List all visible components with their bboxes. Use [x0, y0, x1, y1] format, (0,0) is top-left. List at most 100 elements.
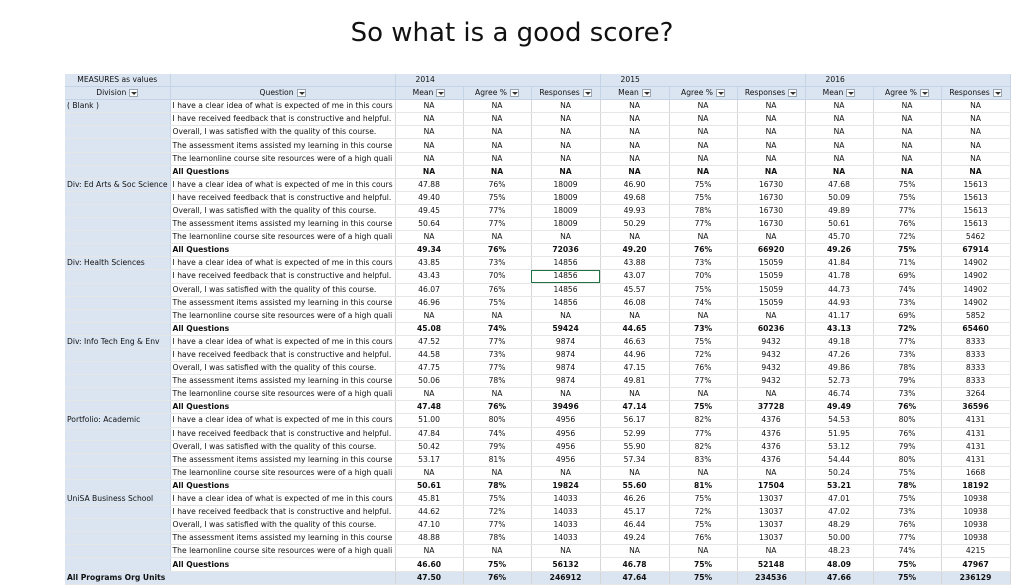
subtotal-cell[interactable]: 78%	[463, 479, 532, 494]
value-cell[interactable]: 53.12	[805, 440, 874, 454]
grand-total-cell[interactable]: 47.64	[600, 570, 670, 585]
value-cell[interactable]: NA	[737, 138, 806, 153]
division-cell[interactable]	[65, 165, 171, 179]
value-cell[interactable]: 48.88	[395, 531, 464, 546]
division-field-header[interactable]: Division	[65, 86, 171, 101]
value-cell[interactable]: NA	[737, 544, 806, 559]
question-filter-dropdown-icon[interactable]	[296, 89, 306, 98]
question-cell[interactable]: I have received feedback that is constru…	[170, 112, 396, 127]
value-cell[interactable]: NA	[463, 544, 532, 559]
value-cell[interactable]: NA	[600, 466, 670, 480]
value-cell[interactable]: 78%	[873, 361, 942, 376]
value-cell[interactable]: 14856	[531, 269, 601, 284]
subtotal-cell[interactable]: 56132	[531, 557, 601, 572]
subtotal-cell[interactable]: 49.26	[805, 243, 874, 258]
subtotal-cell[interactable]: NA	[669, 165, 738, 179]
value-cell[interactable]: 46.26	[600, 492, 670, 507]
question-cell[interactable]: The learnonline course site resources we…	[170, 309, 396, 323]
value-cell[interactable]: 4131	[941, 440, 1011, 454]
value-cell[interactable]: NA	[941, 138, 1011, 153]
value-cell[interactable]: NA	[531, 152, 601, 166]
question-cell[interactable]: The learnonline course site resources we…	[170, 387, 396, 402]
question-cell[interactable]: The assessment items assisted my learnin…	[170, 374, 396, 389]
question-cell[interactable]: The learnonline course site resources we…	[170, 230, 396, 245]
value-cell[interactable]: 16730	[737, 191, 806, 205]
measure-header-2016-1[interactable]: Agree %	[873, 86, 942, 101]
value-cell[interactable]: 44.58	[395, 348, 464, 363]
value-cell[interactable]: 72%	[873, 230, 942, 245]
grand-total-cell[interactable]: 75%	[669, 570, 738, 585]
division-cell[interactable]	[65, 361, 171, 376]
value-cell[interactable]: 14902	[941, 256, 1011, 271]
subtotal-cell[interactable]: 81%	[669, 479, 738, 494]
value-cell[interactable]: 75%	[463, 296, 532, 310]
question-cell[interactable]: I have received feedback that is constru…	[170, 348, 396, 363]
value-cell[interactable]: 76%	[463, 283, 532, 297]
subtotal-cell[interactable]: 49.34	[395, 243, 464, 258]
subtotal-cell[interactable]: 75%	[463, 557, 532, 572]
value-cell[interactable]: 50.09	[805, 191, 874, 205]
question-cell[interactable]: Overall, I was satisfied with the qualit…	[170, 361, 396, 376]
value-cell[interactable]: 47.02	[805, 505, 874, 520]
value-cell[interactable]: 46.63	[600, 335, 670, 349]
value-cell[interactable]: 76%	[873, 518, 942, 533]
value-cell[interactable]: 51.00	[395, 413, 464, 428]
question-cell[interactable]: I have a clear idea of what is expected …	[170, 256, 396, 271]
value-cell[interactable]: NA	[805, 125, 874, 140]
value-cell[interactable]: 76%	[873, 217, 942, 232]
subtotal-cell[interactable]: 45.08	[395, 322, 464, 336]
value-cell[interactable]: 49.24	[600, 531, 670, 546]
value-cell[interactable]: 50.61	[805, 217, 874, 232]
value-cell[interactable]: 50.64	[395, 217, 464, 232]
value-cell[interactable]: 4376	[737, 427, 806, 441]
value-cell[interactable]: 49.68	[600, 191, 670, 205]
question-cell[interactable]: I have a clear idea of what is expected …	[170, 492, 396, 507]
division-cell[interactable]	[65, 505, 171, 520]
value-cell[interactable]: NA	[737, 112, 806, 127]
question-cell[interactable]: The assessment items assisted my learnin…	[170, 453, 396, 467]
value-cell[interactable]: 4376	[737, 413, 806, 428]
subtotal-cell[interactable]: 39496	[531, 400, 601, 415]
value-cell[interactable]: 50.06	[395, 374, 464, 389]
division-cell[interactable]	[65, 309, 171, 323]
value-cell[interactable]: NA	[669, 544, 738, 559]
grand-total-cell[interactable]: 47.66	[805, 570, 874, 585]
value-cell[interactable]: NA	[873, 99, 942, 114]
division-cell[interactable]	[65, 374, 171, 389]
subtotal-cell[interactable]: 37728	[737, 400, 806, 415]
value-cell[interactable]: 75%	[669, 518, 738, 533]
value-cell[interactable]: 5852	[941, 309, 1011, 323]
value-cell[interactable]: NA	[737, 99, 806, 114]
value-cell[interactable]: 15059	[737, 283, 806, 297]
value-cell[interactable]: 47.68	[805, 178, 874, 192]
value-cell[interactable]: 70%	[669, 269, 738, 284]
division-cell[interactable]	[65, 269, 171, 284]
value-cell[interactable]: NA	[941, 112, 1011, 127]
value-cell[interactable]: NA	[669, 112, 738, 127]
subtotal-cell[interactable]: 75%	[669, 557, 738, 572]
value-cell[interactable]: 45.70	[805, 230, 874, 245]
value-cell[interactable]: 71%	[873, 256, 942, 271]
subtotal-cell[interactable]: 59424	[531, 322, 601, 336]
value-cell[interactable]: 44.62	[395, 505, 464, 520]
value-cell[interactable]: 46.90	[600, 178, 670, 192]
value-cell[interactable]: 18009	[531, 204, 601, 219]
value-cell[interactable]: 74%	[669, 296, 738, 310]
value-cell[interactable]: NA	[395, 152, 464, 166]
division-cell[interactable]: Div: Info Tech Eng & Env	[65, 335, 171, 349]
measure-header-2015-0[interactable]: Mean	[600, 86, 670, 101]
grand-total-cell[interactable]: 47.50	[395, 570, 464, 585]
division-cell[interactable]	[65, 557, 171, 572]
value-cell[interactable]: NA	[463, 112, 532, 127]
value-cell[interactable]: 9432	[737, 374, 806, 389]
value-cell[interactable]: 47.26	[805, 348, 874, 363]
measure-header-2014-1[interactable]: Agree %	[463, 86, 532, 101]
subtotal-cell[interactable]: NA	[805, 165, 874, 179]
value-cell[interactable]: 50.24	[805, 466, 874, 480]
value-cell[interactable]: 16730	[737, 217, 806, 232]
value-cell[interactable]: 70%	[463, 269, 532, 284]
value-cell[interactable]: NA	[669, 387, 738, 402]
value-cell[interactable]: 69%	[873, 309, 942, 323]
value-cell[interactable]: 73%	[873, 296, 942, 310]
subtotal-cell[interactable]: 46.60	[395, 557, 464, 572]
